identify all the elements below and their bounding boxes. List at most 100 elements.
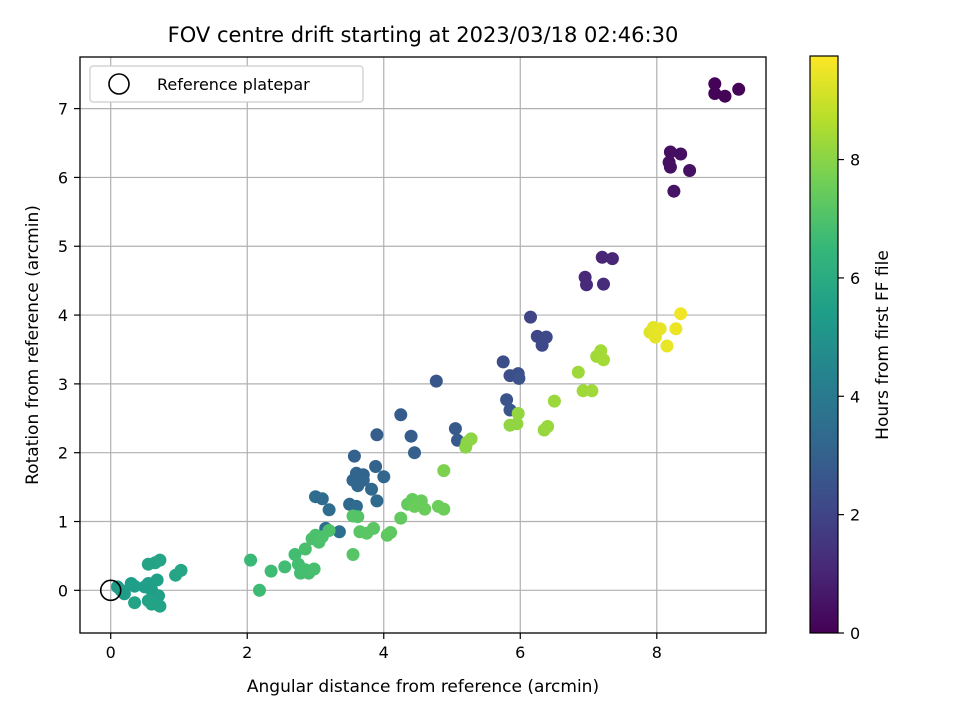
plot-frame [79, 56, 767, 634]
data-point [571, 365, 585, 379]
data-point [732, 82, 746, 96]
data-point [150, 573, 164, 587]
colorbar-tick-label: 4 [850, 387, 860, 406]
data-point [683, 164, 697, 177]
data-point [667, 184, 681, 198]
data-point [674, 307, 688, 321]
y-axis-label: Rotation from reference (arcmin) [23, 205, 43, 485]
colorbar-tick-label: 2 [850, 506, 860, 525]
y-tick-label: 0 [58, 581, 68, 600]
y-tick-label: 7 [58, 100, 68, 119]
chart-title: FOV centre drift starting at 2023/03/18 … [168, 23, 679, 47]
data-point [663, 160, 677, 174]
data-point [404, 429, 418, 443]
data-point [370, 494, 384, 508]
data-point [597, 353, 610, 367]
reference-point [99, 579, 122, 602]
data-point [674, 147, 688, 161]
data-point [464, 432, 478, 446]
data-point [511, 407, 525, 420]
colorbar-tick-label: 6 [850, 269, 860, 288]
x-tick-label: 0 [106, 643, 116, 662]
y-tick-label: 4 [58, 306, 68, 325]
data-point [365, 482, 378, 496]
data-point [653, 322, 667, 336]
data-point [605, 252, 619, 266]
data-point [535, 338, 549, 352]
data-point [369, 460, 383, 473]
data-point [307, 562, 321, 576]
data-point [718, 89, 732, 103]
data-point [264, 564, 278, 578]
data-point [347, 449, 361, 463]
data-point [322, 503, 336, 517]
data-point [408, 446, 421, 460]
data-point [370, 428, 384, 442]
data-point [669, 322, 683, 336]
colorbar-ticks: 0 2 4 6 8 [838, 151, 860, 643]
data-point [496, 355, 510, 369]
data-point [547, 394, 561, 408]
data-point [351, 479, 365, 493]
x-tick-label: 6 [515, 643, 525, 662]
data-point [174, 563, 188, 577]
data-point [332, 525, 346, 539]
grid-lines [80, 57, 766, 633]
legend-marker-reference [108, 73, 130, 95]
y-tick-label: 3 [58, 375, 68, 394]
data-point [437, 502, 451, 516]
legend-entry-reference: Reference platepar [157, 75, 310, 94]
x-axis-label: Angular distance from reference (arcmin) [247, 677, 599, 697]
data-point [448, 422, 462, 436]
data-point [384, 526, 398, 539]
data-point [253, 583, 266, 597]
y-tick-label: 2 [58, 444, 68, 463]
data-point [394, 511, 408, 525]
colorbar-tick-label: 8 [850, 151, 860, 170]
data-point [418, 502, 432, 516]
data-point [660, 339, 674, 353]
x-tick-label: 8 [652, 643, 662, 662]
data-point [128, 579, 142, 593]
data-point [315, 492, 329, 506]
data-point [663, 145, 677, 159]
data-point [367, 521, 380, 535]
data-point [708, 87, 722, 100]
colorbar-label: Hours from first FF file [873, 250, 893, 440]
colorbar [809, 55, 839, 634]
x-tick-label: 2 [242, 643, 252, 662]
y-tick-label: 5 [58, 237, 68, 256]
data-point [512, 371, 526, 385]
x-axis-ticks: 0 2 4 6 8 [106, 633, 662, 662]
data-point [429, 374, 443, 388]
data-point [322, 524, 336, 537]
data-point [128, 596, 142, 610]
data-point [351, 510, 365, 524]
data-point [595, 250, 609, 264]
data-point [597, 277, 610, 291]
data-point [510, 417, 524, 431]
data-point [408, 499, 421, 513]
data-point [377, 470, 391, 484]
data-point [437, 464, 451, 478]
legend-box [89, 65, 364, 103]
data-point [394, 408, 408, 422]
data-point [500, 393, 514, 407]
data-point [585, 384, 599, 398]
data-point [524, 310, 537, 324]
data-points [99, 77, 746, 613]
data-point [541, 420, 555, 433]
data-point [278, 560, 292, 574]
data-point [298, 542, 312, 556]
data-point [153, 599, 167, 613]
colorbar-tick-label: 0 [850, 624, 860, 643]
x-tick-label: 4 [379, 643, 389, 662]
data-point [244, 553, 258, 567]
data-point [153, 553, 167, 567]
data-point [346, 548, 360, 561]
y-tick-label: 1 [58, 513, 68, 532]
y-tick-label: 6 [58, 168, 68, 187]
data-point [580, 278, 593, 292]
y-axis-ticks: 0 1 2 3 4 5 6 7 [58, 100, 80, 600]
